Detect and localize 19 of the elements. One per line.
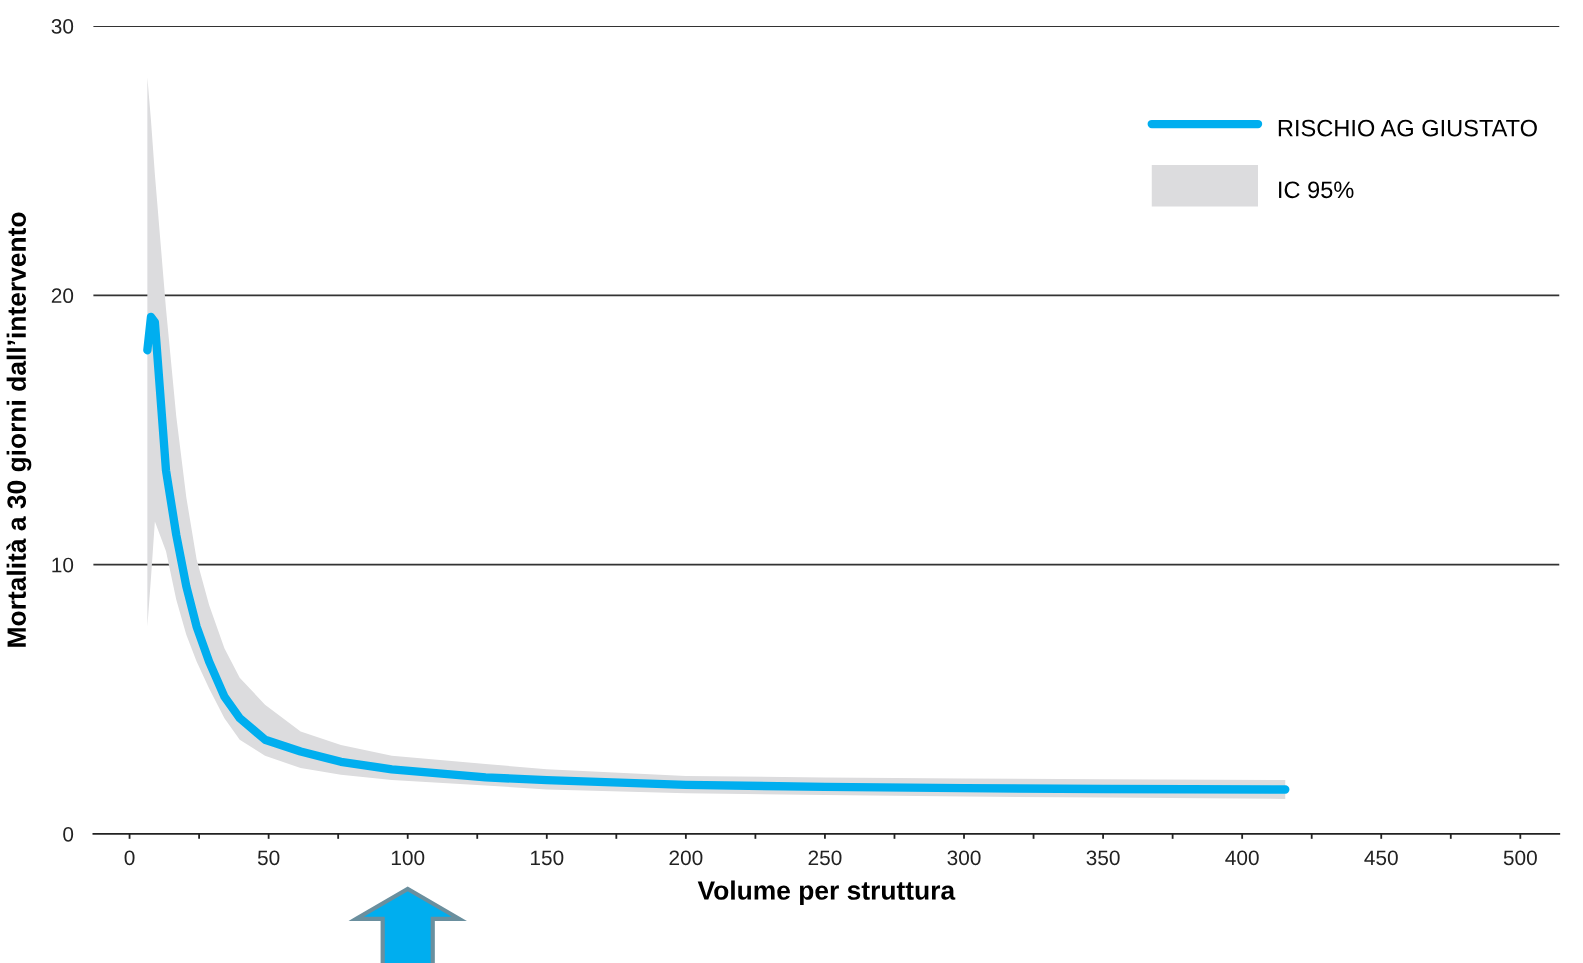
x-tick-label: 500	[1503, 850, 1537, 866]
legend-label: RISCHIO AG GIUSTATO	[1278, 119, 1537, 137]
y-tick-label: 20	[51, 288, 74, 304]
x-axis-title: Volume per struttura	[697, 880, 956, 906]
x-tick-label: 350	[1086, 850, 1120, 866]
x-tick-label: 200	[669, 850, 703, 866]
x-tick-label: 400	[1225, 850, 1259, 866]
x-tick-label: 50	[257, 850, 280, 866]
x-tick-label: 0	[124, 850, 135, 866]
annotation: IC 95%	[1279, 181, 1354, 199]
x-tick-label: 300	[947, 850, 981, 866]
y-tick-label: 30	[51, 19, 74, 34]
x-tick-label: 450	[1364, 850, 1398, 866]
x-tick-label: 150	[530, 850, 564, 866]
y-tick-label: 0	[63, 826, 74, 842]
x-tick-label: 250	[808, 850, 842, 866]
x-tick-label: 100	[391, 850, 425, 866]
y-axis-title: Mortalità a 30 giorni dall’intervento	[6, 212, 32, 647]
y-tick-label: 10	[52, 557, 74, 573]
